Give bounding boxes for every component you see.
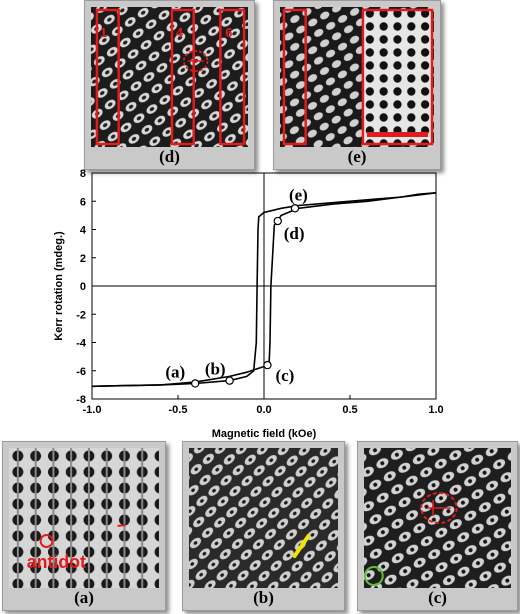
state-point-label: (d) [284,224,305,243]
panel-caption-b: (b) [253,588,274,607]
x-tick-label: 0.5 [342,404,357,416]
x-tick-label: 0.0 [256,404,271,416]
state-point-marker [273,216,282,226]
y-tick-label: 2 [80,253,86,265]
hysteresis-branch-descending [91,192,437,388]
x-tick-label: -1.0 [83,404,102,416]
micrograph-panel-c: (c) [357,441,518,611]
micrograph-panel-d: 1 4 6 (d) [84,0,255,170]
micrograph-image-b [189,448,338,588]
panel-caption-d: (d) [159,147,180,166]
stripe-label-1: 1 [100,25,107,40]
antidot-annotation: antidot [27,552,86,572]
panel-caption-a: (a) [74,588,94,607]
state-point-marker [225,376,234,385]
state-point-label: (e) [289,185,308,204]
stripe-label-6: 6 [225,25,232,40]
y-axis-label: Kerr rotation (mdeg.) [53,231,65,341]
y-tick-label: -2 [76,309,86,321]
x-axis-label: Magnetic field (kOe) [212,428,317,440]
state-point-marker [190,379,200,388]
panel-caption-c: (c) [428,588,447,607]
micrograph-image-d: 1 4 6 [91,7,248,147]
micrograph-image-e [280,7,434,147]
micrograph-image-c [364,448,511,588]
micrograph-panel-e: (e) [273,0,441,170]
y-tick-label: -4 [76,338,87,350]
state-point-marker [290,204,300,213]
state-point-label: (b) [205,360,226,379]
y-tick-label: 8 [80,168,86,180]
micrograph-panel-a: antidot (a) [2,441,166,611]
y-tick-label: -8 [76,394,86,406]
state-point-label: (c) [275,366,294,385]
y-tick-label: 4 [80,225,87,237]
state-point-label: (a) [165,362,185,381]
y-tick-label: 6 [80,196,86,208]
state-point-marker [263,360,272,370]
hysteresis-chart: -1.0 -0.5 0.0 0.5 1.0 -8 -6 -4 -2 0 2 4 6 8 (a) (b) (c)… [0,160,520,450]
stripe-label-4: 4 [176,25,184,40]
micrograph-panel-b: (b) [182,441,345,611]
micrograph-image-a: antidot [9,448,159,588]
y-tick-label: 0 [80,281,86,293]
y-tick-label: -6 [76,366,86,378]
x-tick-label: 1.0 [428,404,443,416]
panel-caption-e: (e) [347,147,367,166]
x-tick-label: -0.5 [169,404,188,416]
